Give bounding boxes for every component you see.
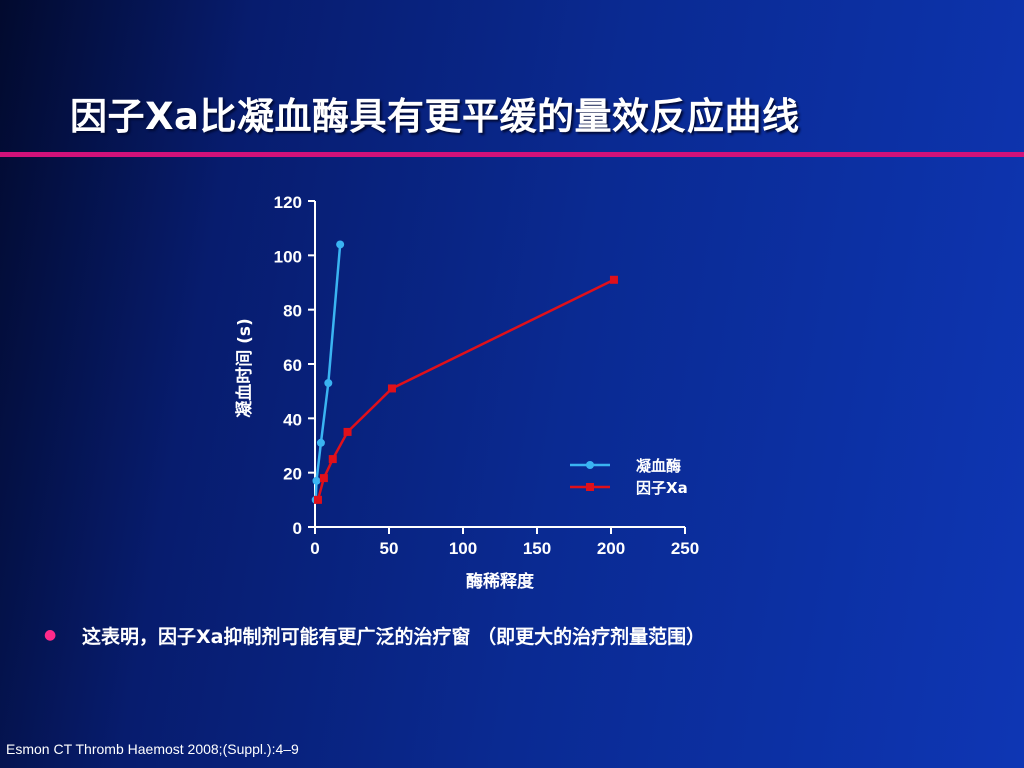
slide-title: 因子Xa比凝血酶具有更平缓的量效反应曲线: [70, 95, 800, 138]
data-point: [609, 275, 618, 284]
legend-label: 凝血酶: [636, 457, 681, 475]
y-tick-label: 40: [283, 410, 302, 429]
data-point: [319, 474, 328, 483]
y-tick-label: 0: [293, 519, 302, 538]
x-tick-label: 250: [671, 539, 699, 558]
data-point: [313, 495, 322, 504]
data-point: [316, 438, 325, 447]
y-axis-label: 凝血时间 (s): [234, 318, 255, 418]
y-tick-label: 100: [274, 247, 302, 266]
y-tick-label: 60: [283, 356, 302, 375]
x-tick-label: 50: [380, 539, 399, 558]
legend-marker: [586, 461, 594, 469]
x-tick-label: 100: [449, 539, 477, 558]
data-point: [336, 240, 345, 249]
y-tick-label: 80: [283, 302, 302, 321]
x-tick-label: 200: [597, 539, 625, 558]
title-divider: [0, 152, 1024, 157]
x-tick-label: 0: [310, 539, 319, 558]
x-axis-label: 酶稀释度: [466, 571, 535, 592]
data-point: [328, 455, 337, 464]
bullet-icon: ●: [44, 627, 57, 643]
data-point: [312, 476, 321, 485]
series-line-2: [316, 278, 615, 501]
citation: Esmon CT Thromb Haemost 2008;(Suppl.):4–…: [6, 741, 299, 757]
data-point: [387, 384, 396, 393]
data-point: [343, 427, 352, 436]
y-tick-label: 20: [283, 465, 302, 484]
y-tick-label: 120: [274, 193, 302, 212]
legend-label: 因子Xa: [636, 479, 688, 497]
data-point: [324, 379, 333, 388]
x-tick-label: 150: [523, 539, 551, 558]
bullet-text: 这表明，因子Xa抑制剂可能有更广泛的治疗窗 （即更大的治疗剂量范围）: [82, 626, 706, 648]
legend-marker: [586, 483, 594, 491]
